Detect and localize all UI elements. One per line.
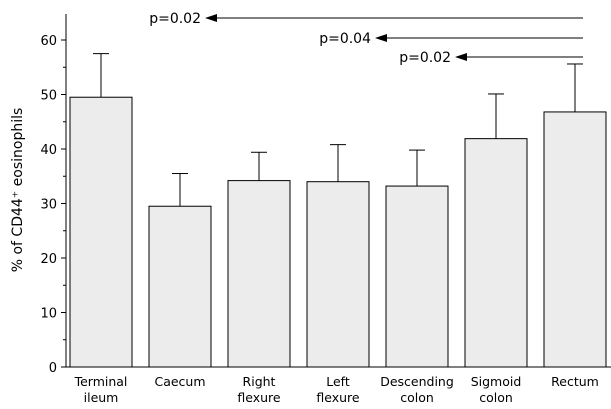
bar	[227, 180, 291, 368]
y-axis-label: % of CD44⁺ eosinophils	[10, 108, 26, 273]
p-value-label: p=0.02	[149, 11, 201, 27]
y-tick-label: 40	[40, 143, 57, 158]
bar	[306, 181, 370, 368]
significance-arrow-head	[455, 53, 467, 61]
significance-arrow-head	[205, 14, 217, 22]
x-tick-label: Sigmoid	[471, 374, 522, 389]
p-value-label: p=0.02	[399, 50, 451, 66]
bar	[69, 96, 133, 368]
x-tick-label: Left	[326, 374, 350, 389]
y-tick-label: 60	[40, 34, 57, 49]
y-tick-label: 50	[40, 89, 57, 104]
y-tick-label: 20	[40, 252, 57, 267]
x-tick-label: colon	[400, 390, 434, 405]
bar	[464, 138, 528, 368]
y-axis-label-group: % of CD44⁺ eosinophils	[10, 108, 26, 273]
bar	[385, 185, 449, 368]
y-tick-label: 30	[40, 198, 57, 213]
p-value-label: p=0.04	[319, 31, 371, 47]
bar	[543, 111, 607, 368]
x-tick-label: Terminal	[74, 374, 128, 389]
x-tick-label: colon	[479, 390, 513, 405]
bar	[148, 205, 212, 368]
x-tick-label: Right	[243, 374, 276, 389]
x-tick-label: ileum	[84, 390, 119, 405]
y-tick-label: 10	[40, 307, 57, 322]
significance-arrow-head	[375, 34, 387, 42]
x-tick-label: Descending	[380, 374, 454, 389]
y-tick-label: 0	[49, 361, 57, 376]
x-tick-label: Caecum	[154, 374, 205, 389]
x-tick-label: Rectum	[551, 374, 599, 389]
x-tick-label: flexure	[316, 390, 360, 405]
x-tick-label: flexure	[237, 390, 281, 405]
